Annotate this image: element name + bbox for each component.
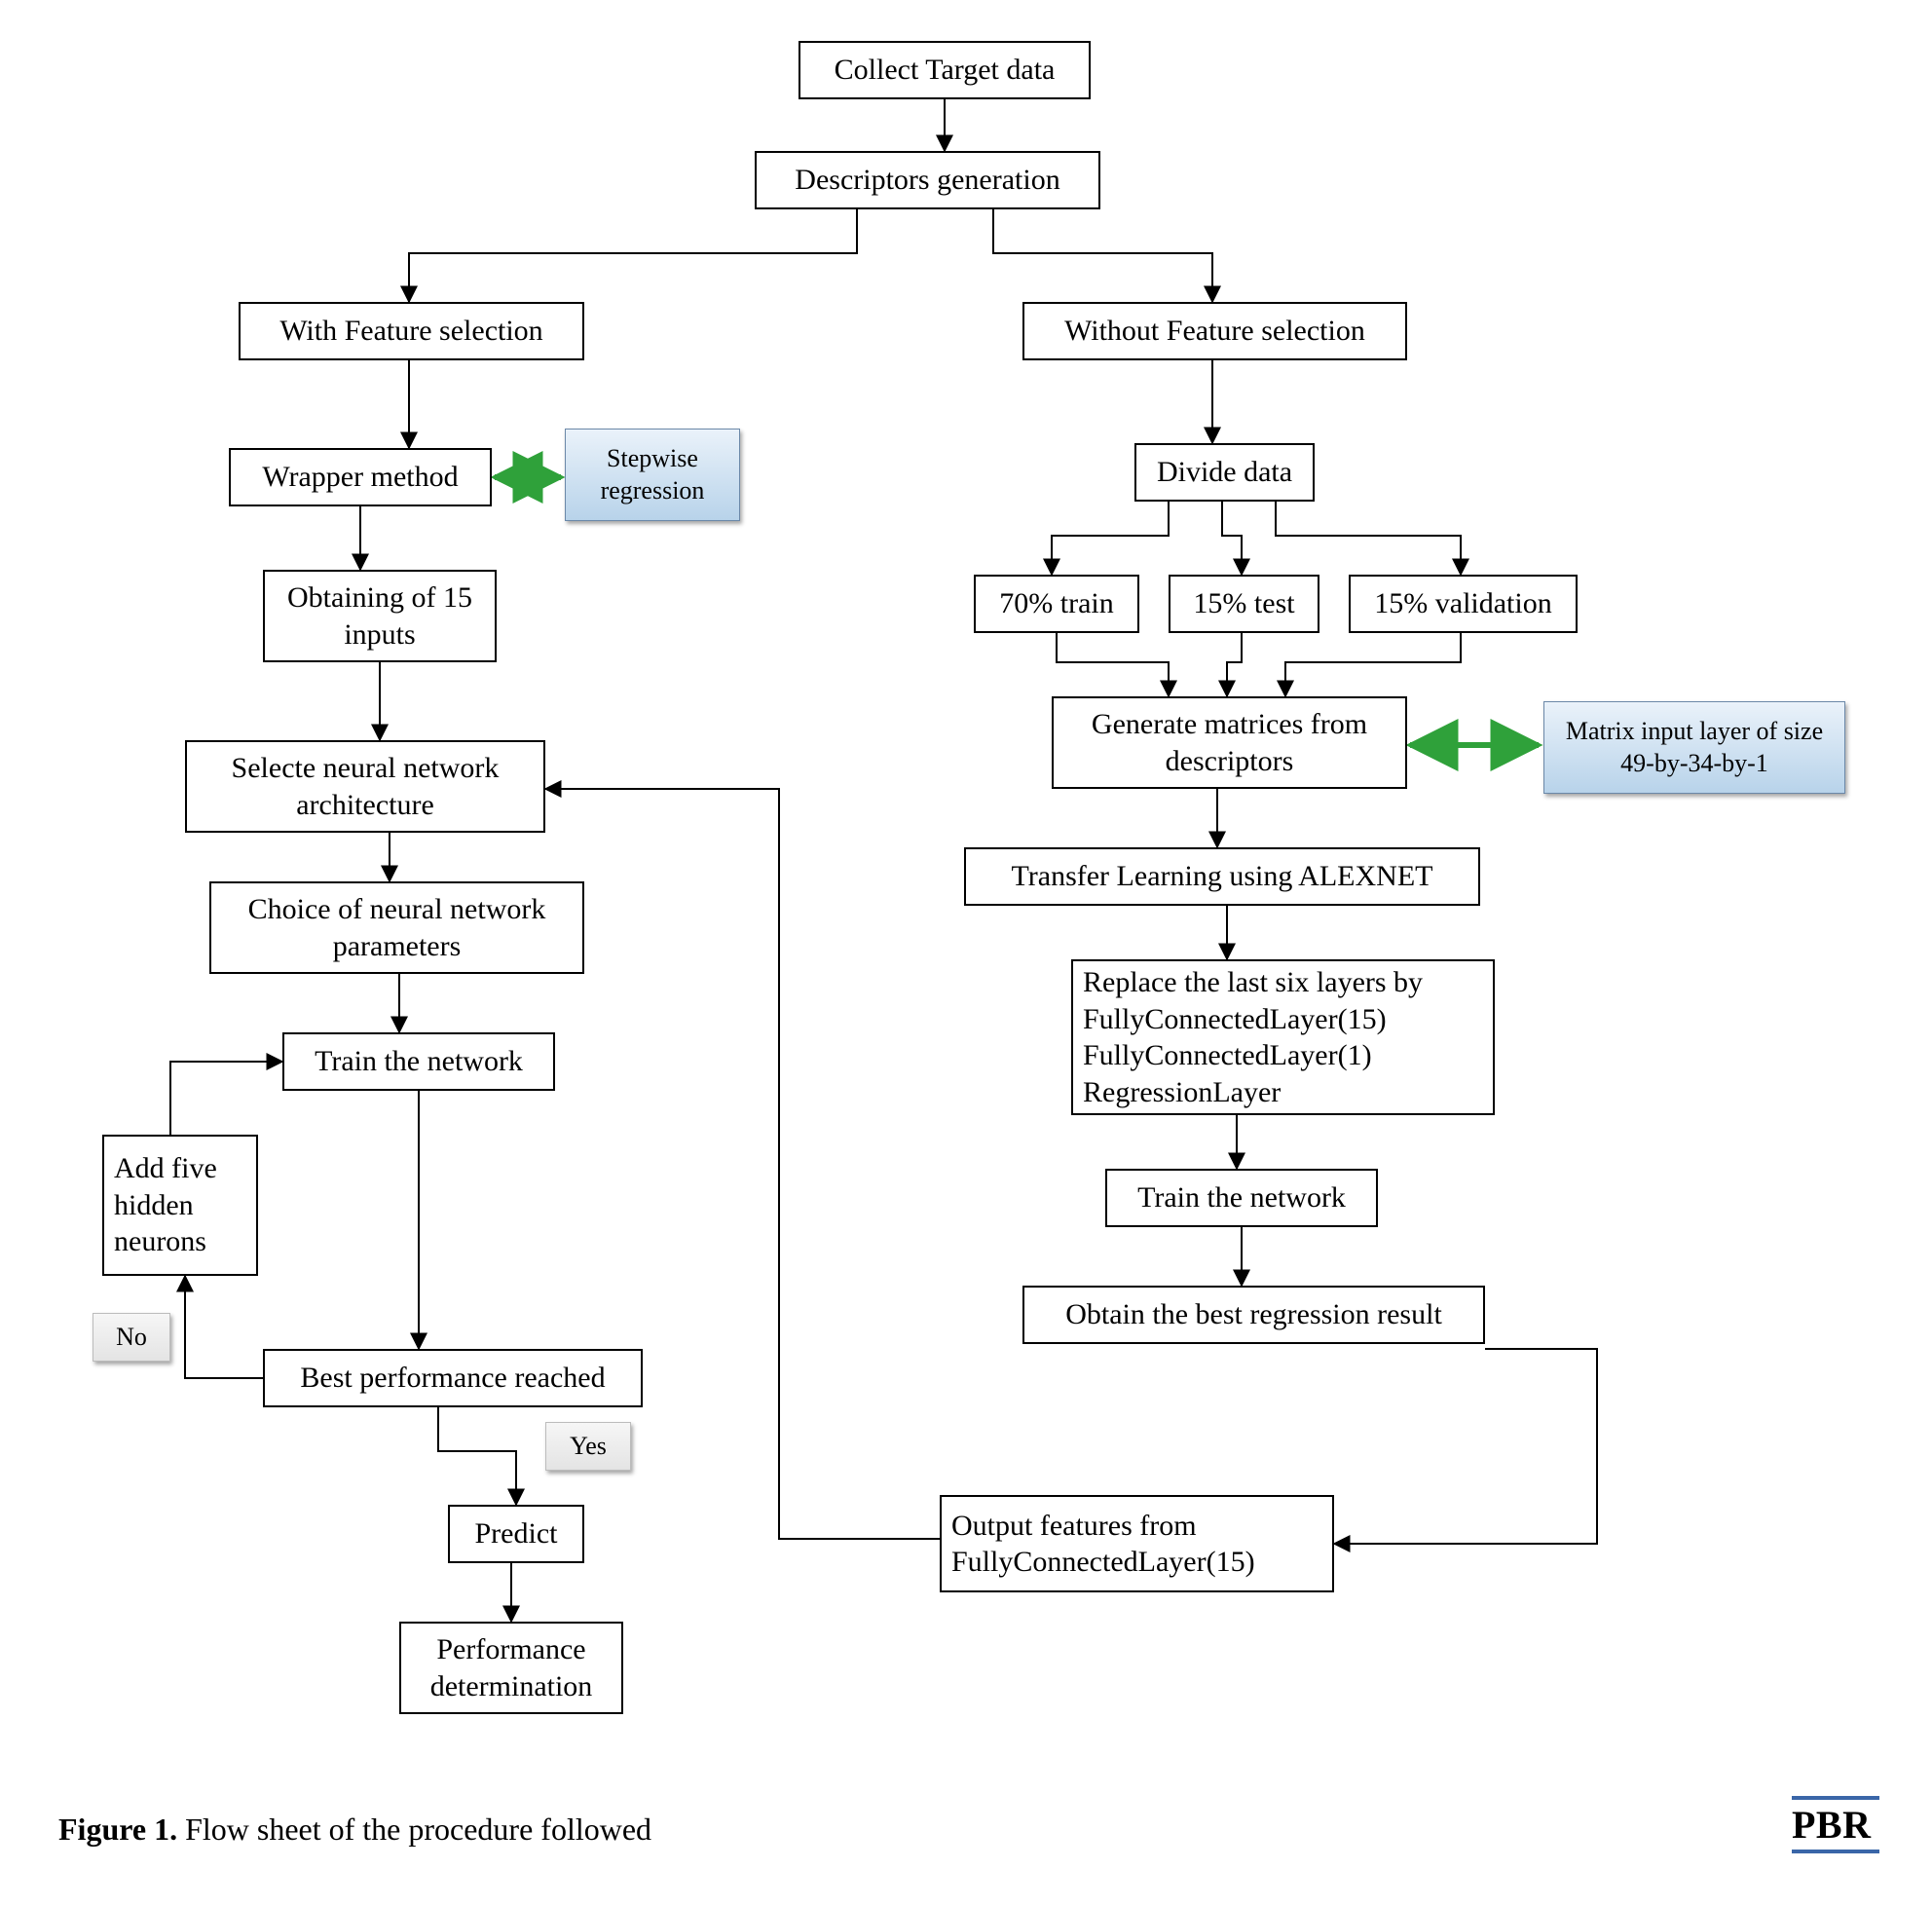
flowchart-stage: Figure 1. Flow sheet of the procedure fo… bbox=[0, 0, 1932, 1906]
node-val15: 15% validation bbox=[1349, 575, 1578, 633]
callout-matrix: Matrix input layer of size 49-by-34-by-1 bbox=[1543, 701, 1845, 794]
edge-15 bbox=[1222, 502, 1242, 575]
node-outfeat: Output features from FullyConnectedLayer… bbox=[940, 1495, 1334, 1592]
figure-caption: Figure 1. Flow sheet of the procedure fo… bbox=[58, 1812, 651, 1848]
node-predict: Predict bbox=[448, 1505, 584, 1563]
node-replace: Replace the last six layers byFullyConne… bbox=[1071, 959, 1495, 1115]
node-bestperf: Best performance reached bbox=[263, 1349, 643, 1407]
edge-12 bbox=[170, 1062, 282, 1135]
edge-24 bbox=[1334, 1349, 1597, 1544]
journal-logo: PBR bbox=[1792, 1802, 1879, 1848]
callout-stepwise: Stepwise regression bbox=[565, 429, 740, 521]
edge-16 bbox=[1276, 502, 1461, 575]
edge-9 bbox=[438, 1407, 516, 1505]
node-addfive: Add five hidden neurons bbox=[102, 1135, 258, 1276]
edge-19 bbox=[1285, 633, 1461, 696]
node-perfdet: Performance determination bbox=[399, 1622, 623, 1714]
node-transfer: Transfer Learning using ALEXNET bbox=[964, 847, 1480, 906]
caption-prefix: Figure 1. bbox=[58, 1812, 177, 1847]
edge-18 bbox=[1227, 633, 1242, 696]
edge-17 bbox=[1057, 633, 1169, 696]
node-collect: Collect Target data bbox=[799, 41, 1091, 99]
node-bestreg: Obtain the best regression result bbox=[1022, 1286, 1485, 1344]
caption-text: Flow sheet of the procedure followed bbox=[177, 1812, 651, 1847]
node-selarch: Selecte neural network architecture bbox=[185, 740, 545, 833]
tag-no: No bbox=[93, 1313, 170, 1362]
node-wofs: Without Feature selection bbox=[1022, 302, 1407, 360]
node-choicep: Choice of neural network parameters bbox=[209, 881, 584, 974]
node-descgen: Descriptors generation bbox=[755, 151, 1100, 209]
edge-2 bbox=[993, 209, 1212, 302]
edge-1 bbox=[409, 209, 857, 302]
node-obtain15: Obtaining of 15 inputs bbox=[263, 570, 497, 662]
node-train1: Train the network bbox=[282, 1032, 555, 1091]
node-test15: 15% test bbox=[1169, 575, 1319, 633]
edge-11 bbox=[185, 1276, 263, 1378]
logo-text: PBR bbox=[1792, 1803, 1872, 1847]
node-train2: Train the network bbox=[1105, 1169, 1378, 1227]
node-train70: 70% train bbox=[974, 575, 1139, 633]
node-genmat: Generate matrices from descriptors bbox=[1052, 696, 1407, 789]
node-withfs: With Feature selection bbox=[239, 302, 584, 360]
node-divide: Divide data bbox=[1134, 443, 1315, 502]
edge-14 bbox=[1052, 502, 1169, 575]
node-wrapper: Wrapper method bbox=[229, 448, 492, 506]
tag-yes: Yes bbox=[545, 1422, 631, 1471]
